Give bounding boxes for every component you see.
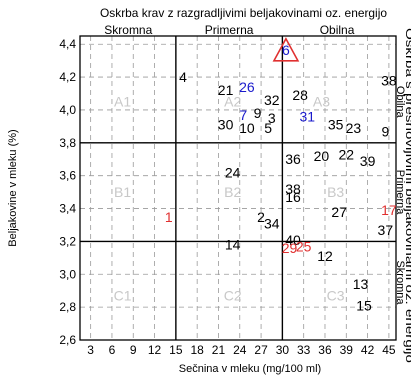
- data-point-label: 13: [353, 276, 369, 292]
- data-point-label: 23: [346, 120, 362, 136]
- data-point-label: 9: [254, 105, 262, 121]
- data-point-label: 35: [328, 117, 344, 133]
- data-point-label: 22: [339, 146, 355, 162]
- x-tick-label: 6: [109, 343, 116, 357]
- y-tick-label: 3,0: [59, 267, 76, 281]
- zone-label: C1: [114, 288, 132, 304]
- data-point-label: 24: [225, 164, 241, 180]
- data-point-label: 40: [285, 232, 301, 248]
- x-tick-label: 18: [190, 343, 204, 357]
- data-point-label: 27: [331, 204, 347, 220]
- data-point-label: 2: [257, 209, 265, 225]
- x-tick-label: 42: [361, 343, 375, 357]
- data-point-label: 12: [317, 248, 333, 264]
- data-point-label: 39: [360, 153, 376, 169]
- right-axis-label: Oskrba s presnovljivimi beljakovinami oz…: [403, 28, 411, 363]
- y-tick-label: 4,0: [59, 103, 76, 117]
- row-header: Obilna: [394, 86, 406, 119]
- column-header: Obilna: [320, 23, 355, 37]
- data-point-label: 31: [299, 109, 315, 125]
- row-headers: Obilna Primerna Skromna: [394, 86, 406, 306]
- data-point-label: 25: [296, 238, 312, 254]
- data-point-label: 21: [218, 82, 234, 98]
- dividers: [80, 36, 396, 340]
- y-tick-label: 2,6: [59, 333, 76, 347]
- x-tick-label: 39: [340, 343, 354, 357]
- y-tick-label: 2,8: [59, 300, 76, 314]
- data-point-label: 14: [225, 237, 241, 253]
- data-point-label: 38: [285, 181, 301, 197]
- x-tick-label: 24: [233, 343, 247, 357]
- data-point-label: 1: [165, 209, 173, 225]
- data-point-label: 37: [378, 222, 394, 238]
- row-header: Skromna: [394, 260, 406, 305]
- data-point-label: 34: [264, 215, 280, 231]
- y-tick-label: 4,4: [59, 37, 76, 51]
- zone-label: B3: [327, 184, 344, 200]
- x-tick-label: 9: [130, 343, 137, 357]
- y-axis-label: Beljakovine v mleku (%): [7, 129, 19, 246]
- marker-label: 6: [282, 42, 290, 58]
- plot-frame: [79, 35, 397, 341]
- zone-label: B2: [224, 184, 241, 200]
- data-point-label: 32: [264, 92, 280, 108]
- x-tick-label: 3: [87, 343, 94, 357]
- data-point-label: 4: [179, 69, 187, 85]
- zone-label: C3: [327, 288, 345, 304]
- marker: 6: [272, 37, 300, 62]
- row-header: Primerna: [394, 170, 406, 216]
- data-point-label: 17: [381, 202, 397, 218]
- column-header: Skromna: [104, 23, 152, 37]
- y-tick-label: 4,2: [59, 70, 76, 84]
- data-point-label: 7: [239, 107, 247, 123]
- data-point-label: 5: [264, 120, 272, 136]
- x-tick-label: 30: [276, 343, 290, 357]
- zone-label: B1: [114, 184, 131, 200]
- x-axis-label: Sečnina v mleku (mg/100 ml): [179, 363, 321, 375]
- zone-label: A3: [313, 94, 330, 110]
- data-point-label: 29: [282, 240, 298, 256]
- data-point-label: 9: [381, 123, 389, 139]
- data-point-label: 16: [285, 189, 301, 205]
- x-tick-label: 36: [318, 343, 332, 357]
- column-headers: Skromna Primerna Obilna: [104, 23, 354, 37]
- x-tick-label: 21: [212, 343, 226, 357]
- zone-labels: A1 A2 A3 B1 B2 B3 C1 C2 C3: [114, 94, 345, 304]
- triangle-marker: [272, 37, 300, 62]
- y-tick-label: 3,2: [59, 234, 76, 248]
- column-header: Primerna: [205, 23, 254, 37]
- zone-label: A2: [224, 94, 241, 110]
- data-point-label: 38: [381, 72, 397, 88]
- chart-title: Oskrba krav z razgradljivimi beljakovina…: [100, 6, 387, 20]
- x-tick-label: 27: [254, 343, 268, 357]
- y-tick-label: 3,6: [59, 169, 76, 183]
- data-point-label: 28: [292, 87, 308, 103]
- zone-label: A1: [114, 94, 131, 110]
- x-tick-label: 12: [148, 343, 162, 357]
- y-tick-label: 3,4: [59, 202, 76, 216]
- x-tick-label: 45: [382, 343, 396, 357]
- y-tick-label: 3,8: [59, 136, 76, 150]
- data-point-label: 3: [268, 110, 276, 126]
- data-point-label: 15: [356, 297, 372, 313]
- data-point-label: 10: [239, 120, 255, 136]
- data-point-label: 26: [239, 79, 255, 95]
- zone-label: C2: [224, 288, 242, 304]
- data-point-label: 30: [218, 117, 234, 133]
- ticks: 3 6 9 12 15 18 21 24 27 30 33 36 39 42 452,62,83,03,23…: [59, 37, 396, 357]
- data-point-label: 36: [285, 151, 301, 167]
- data-point-label: 20: [314, 148, 330, 164]
- x-tick-label: 33: [297, 343, 311, 357]
- x-tick-label: 15: [169, 343, 183, 357]
